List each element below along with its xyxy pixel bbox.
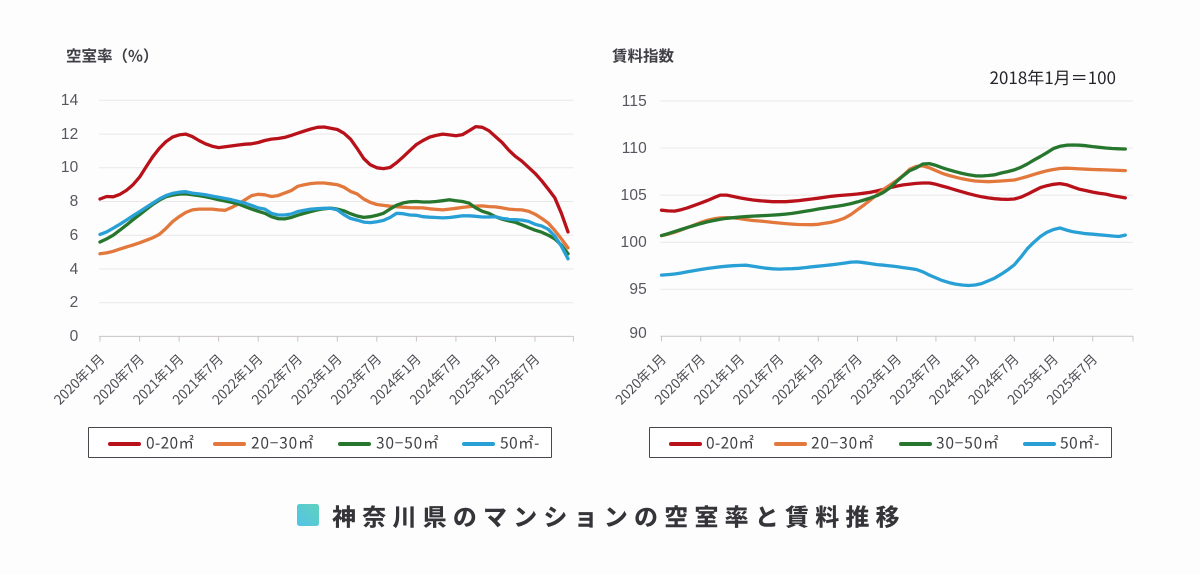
series-line-20−30㎡[interactable]: [98, 181, 570, 256]
y-tick-label: 6: [69, 226, 79, 244]
legend: [88, 427, 552, 458]
series-line-0-20㎡[interactable]: [98, 124, 570, 234]
y-tick-label: 2: [69, 294, 79, 312]
series-line-50㎡-[interactable]: [659, 226, 1127, 288]
y-tick-label: 90: [629, 325, 647, 343]
legend-item-0[interactable]: [650, 428, 1112, 457]
legend-swatch: [213, 442, 246, 446]
y-tick-label: 10: [60, 159, 79, 177]
series-line-30−50㎡[interactable]: [659, 143, 1127, 238]
series-line-20−30㎡[interactable]: [659, 164, 1127, 238]
x-tick-label: [368, 353, 421, 406]
legend: [648, 427, 1112, 458]
y-tick-label: 105: [620, 186, 647, 204]
title-marker-icon: [297, 504, 320, 527]
legend-swatch: [668, 442, 702, 446]
rent-series-lines: [659, 143, 1127, 288]
x-tick-label: [52, 353, 105, 406]
vacancy-chart-title: [66, 48, 149, 64]
rent-chart-plot: [612, 48, 1134, 406]
vacancy-series-lines: [98, 124, 570, 261]
y-tick-label: 12: [60, 125, 79, 143]
legend-item-1[interactable]: [650, 428, 1112, 457]
rent-chart-title: [612, 48, 674, 63]
y-tick-label: 110: [621, 139, 647, 157]
legend-swatch: [462, 442, 495, 446]
legend-swatch: [898, 442, 932, 446]
y-tick-label: 95: [629, 280, 647, 298]
legend-swatch: [1022, 442, 1056, 446]
legend-item-3[interactable]: [650, 428, 1112, 457]
y-tick-label: 4: [69, 260, 79, 278]
vacancy-chart-plot: [52, 48, 574, 406]
y-tick-label: 115: [621, 92, 647, 110]
legend-label: [499, 434, 539, 449]
x-tick-label: [210, 353, 263, 406]
legend-item-1[interactable]: [89, 428, 551, 457]
legend-item-2[interactable]: [650, 428, 1112, 457]
y-tick-label: 8: [69, 193, 79, 211]
legend-swatch: [338, 442, 371, 446]
x-tick-label: [613, 353, 667, 406]
y-tick-label: 14: [60, 91, 79, 109]
legend-item-3[interactable]: [89, 428, 551, 457]
y-tick-label: 0: [69, 328, 79, 345]
x-tick-label: [91, 353, 145, 406]
legend-item-0[interactable]: [89, 428, 551, 457]
x-tick-label: [289, 353, 342, 406]
legend-label: [1060, 434, 1099, 449]
y-tick-label: 100: [620, 233, 647, 251]
x-tick-label: [447, 353, 501, 406]
legend-swatch: [773, 442, 807, 446]
series-line-0-20㎡[interactable]: [659, 181, 1127, 213]
legend-swatch: [108, 442, 141, 446]
rent-base-annotation: [990, 69, 1116, 86]
page-title-text: [332, 505, 899, 529]
series-line-50㎡-[interactable]: [98, 190, 570, 261]
legend-item-2[interactable]: [89, 428, 551, 457]
